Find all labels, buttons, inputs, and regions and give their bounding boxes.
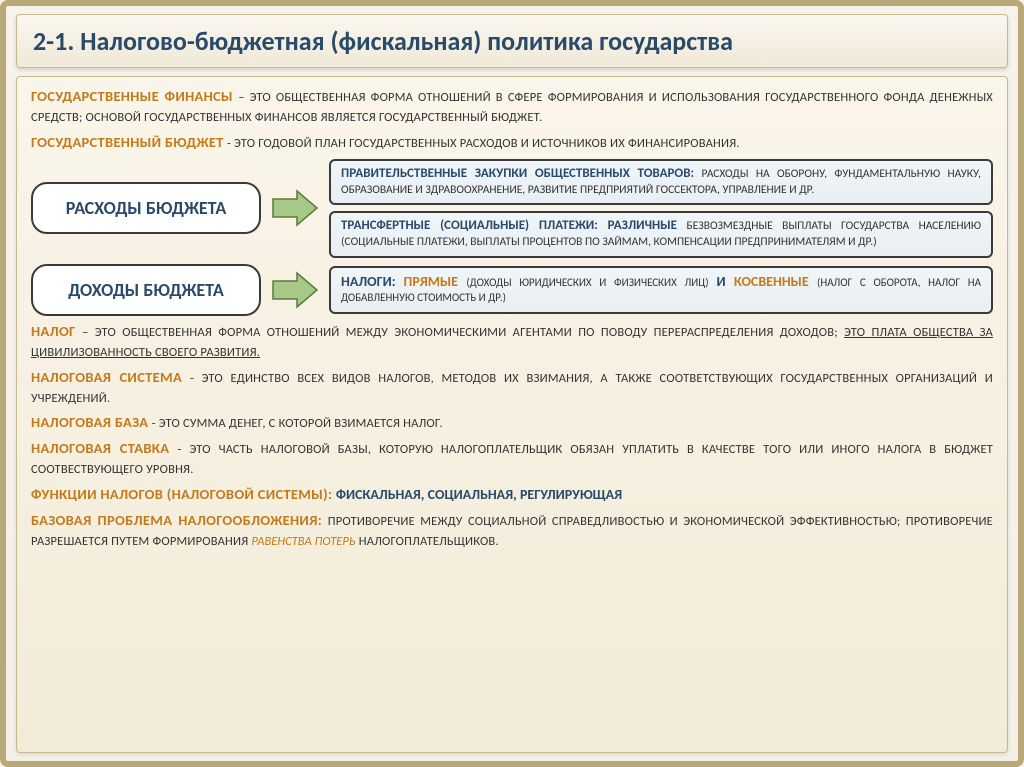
def-tax-rate: НАЛОГОВАЯ СТАВКА - ЭТО ЧАСТЬ НАЛОГОВОЙ Б… bbox=[31, 439, 993, 479]
tax-indirect: КОСВЕННЫЕ bbox=[734, 273, 817, 290]
expenses-box: РАСХОДЫ БЮДЖЕТА bbox=[31, 182, 261, 234]
def-text: - ЭТО СУММА ДЕНЕГ, С КОТОРОЙ ВЗИМАЕТСЯ Н… bbox=[152, 416, 443, 431]
income-row: ДОХОДЫ БЮДЖЕТА НАЛОГИ: ПРЯМЫЕ (ДОХОДЫ ЮР… bbox=[31, 264, 993, 316]
expenses-row: РАСХОДЫ БЮДЖЕТА ПРАВИТЕЛЬСТВЕННЫЕ ЗАКУПК… bbox=[31, 159, 993, 258]
term: НАЛОГОВАЯ СТАВКА bbox=[31, 439, 169, 457]
arrow-icon bbox=[271, 271, 319, 309]
term: ФУНКЦИИ НАЛОГОВ (НАЛОГОВОЙ СИСТЕМЫ): bbox=[31, 485, 336, 503]
box-lead: ТРАНСФЕРТНЫЕ (СОЦИАЛЬНЫЕ) ПЛАТЕЖИ: РАЗЛИ… bbox=[341, 218, 677, 233]
def-text: – ЭТО ОБЩЕСТВЕННАЯ ФОРМА ОТНОШЕНИЙ МЕЖДУ… bbox=[82, 325, 844, 340]
func-values: ФИСКАЛЬНАЯ, СОЦИАЛЬНАЯ, РЕГУЛИРУЮЩАЯ bbox=[336, 486, 622, 503]
def-tax: НАЛОГ – ЭТО ОБЩЕСТВЕННАЯ ФОРМА ОТНОШЕНИЙ… bbox=[31, 322, 993, 362]
taxes-box: НАЛОГИ: ПРЯМЫЕ (ДОХОДЫ ЮРИДИЧЕСКИХ И ФИЗ… bbox=[329, 266, 993, 314]
term: ГОСУДАРСТВЕННЫЕ ФИНАНСЫ bbox=[31, 87, 233, 105]
def-text: - ЭТО ГОДОВОЙ ПЛАН ГОСУДАРСТВЕННЫХ РАСХО… bbox=[227, 136, 740, 151]
base-problem: БАЗОВАЯ ПРОБЛЕМА НАЛОГООБЛОЖЕНИЯ: ПРОТИВ… bbox=[31, 511, 993, 551]
expenses-detail-stack: ПРАВИТЕЛЬСТВЕННЫЕ ЗАКУПКИ ОБЩЕСТВЕННЫХ Т… bbox=[329, 159, 993, 258]
arrow-icon bbox=[271, 189, 319, 227]
term: ГОСУДАРСТВЕННЫЙ БЮДЖЕТ bbox=[31, 133, 224, 151]
tax-direct: ПРЯМЫЕ bbox=[404, 273, 467, 290]
def-tax-system: НАЛОГОВАЯ СИСТЕМА - ЭТО ЕДИНСТВО ВСЕХ ВИ… bbox=[31, 368, 993, 408]
box-lead: ПРАВИТЕЛЬСТВЕННЫЕ ЗАКУПКИ ОБЩЕСТВЕННЫХ Т… bbox=[341, 166, 694, 181]
def-tax-base: НАЛОГОВАЯ БАЗА - ЭТО СУММА ДЕНЕГ, С КОТО… bbox=[31, 413, 993, 433]
italic-term: РАВЕНСТВА ПОТЕРЬ bbox=[251, 534, 355, 549]
slide-frame: 2-1. Налогово-бюджетная (фискальная) пол… bbox=[0, 0, 1024, 767]
content-panel: ГОСУДАРСТВЕННЫЕ ФИНАНСЫ – ЭТО ОБЩЕСТВЕНН… bbox=[16, 76, 1008, 753]
def-text: - ЭТО ЧАСТЬ НАЛОГОВОЙ БАЗЫ, КОТОРУЮ НАЛО… bbox=[31, 442, 993, 477]
term: НАЛОГОВАЯ БАЗА bbox=[31, 413, 148, 431]
def-gov-finance: ГОСУДАРСТВЕННЫЕ ФИНАНСЫ – ЭТО ОБЩЕСТВЕНН… bbox=[31, 87, 993, 127]
income-detail-stack: НАЛОГИ: ПРЯМЫЕ (ДОХОДЫ ЮРИДИЧЕСКИХ И ФИЗ… bbox=[329, 266, 993, 314]
def-text: НАЛОГОПЛАТЕЛЬЩИКОВ. bbox=[359, 534, 499, 549]
slide-title: 2-1. Налогово-бюджетная (фискальная) пол… bbox=[33, 25, 991, 57]
term: НАЛОГ bbox=[31, 322, 76, 340]
tax-functions: ФУНКЦИИ НАЛОГОВ (НАЛОГОВОЙ СИСТЕМЫ): ФИС… bbox=[31, 485, 993, 505]
tax-lead: НАЛОГИ: bbox=[341, 273, 396, 290]
tax-direct-note: (ДОХОДЫ ЮРИДИЧЕСКИХ И ФИЗИЧЕСКИХ ЛИЦ) bbox=[466, 276, 708, 289]
term: БАЗОВАЯ ПРОБЛЕМА НАЛОГООБЛОЖЕНИЯ: bbox=[31, 511, 322, 529]
title-bar: 2-1. Налогово-бюджетная (фискальная) пол… bbox=[16, 14, 1008, 68]
gov-purchases-box: ПРАВИТЕЛЬСТВЕННЫЕ ЗАКУПКИ ОБЩЕСТВЕННЫХ Т… bbox=[329, 159, 993, 205]
tax-and: И bbox=[716, 273, 733, 290]
income-box: ДОХОДЫ БЮДЖЕТА bbox=[31, 264, 261, 316]
term: НАЛОГОВАЯ СИСТЕМА bbox=[31, 368, 182, 386]
def-gov-budget: ГОСУДАРСТВЕННЫЙ БЮДЖЕТ - ЭТО ГОДОВОЙ ПЛА… bbox=[31, 133, 993, 153]
transfer-payments-box: ТРАНСФЕРТНЫЕ (СОЦИАЛЬНЫЕ) ПЛАТЕЖИ: РАЗЛИ… bbox=[329, 211, 993, 257]
